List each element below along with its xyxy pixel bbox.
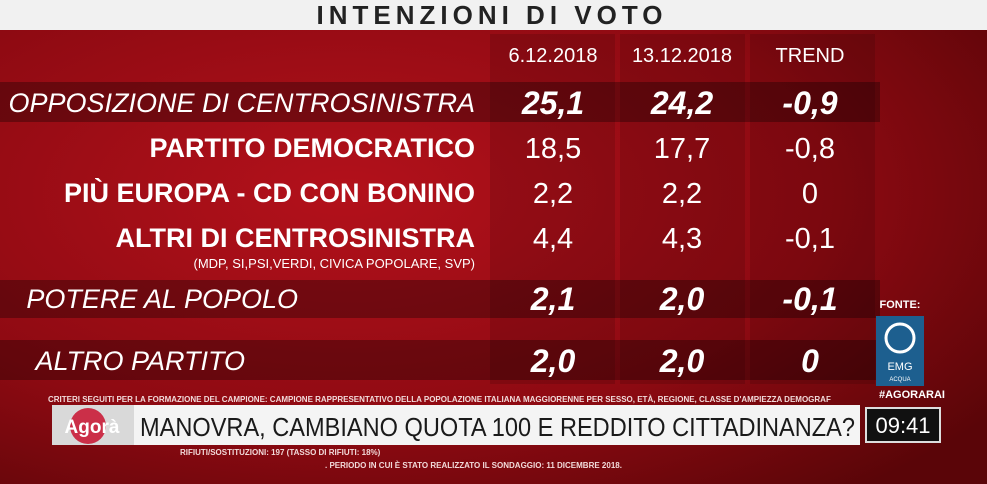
- logo-subtext: ACQUA: [889, 377, 910, 383]
- logo-icon: [884, 322, 916, 354]
- ticker-logo-circle: [70, 408, 106, 444]
- row: OPPOSIZIONE DI CENTROSINISTRA 25,1 24,2 …: [8, 85, 837, 121]
- row: ALTRI DI CENTROSINISTRA (MDP, SI,PSI,VER…: [116, 223, 835, 271]
- cell: 0: [802, 178, 818, 210]
- clock-box: [865, 407, 941, 443]
- column-band: [750, 34, 875, 384]
- cell: 18,5: [525, 133, 581, 165]
- column-header: TREND: [776, 45, 845, 67]
- row-label: ALTRI DI CENTROSINISTRA: [116, 223, 476, 253]
- row-band: [0, 82, 880, 122]
- row-label: ALTRO PARTITO: [33, 346, 245, 376]
- title: INTENZIONI DI VOTO: [317, 0, 668, 30]
- ticker-logo: Agorà: [65, 417, 120, 438]
- cell: 2,0: [659, 281, 705, 317]
- clock: 09:41: [875, 413, 930, 438]
- column-header: 13.12.2018: [632, 45, 732, 67]
- source-label: FONTE:: [880, 299, 921, 311]
- cell: 4,3: [662, 223, 702, 255]
- footnote: RIFIUTI/SOSTITUZIONI: 197 (TASSO DI RIFI…: [180, 448, 381, 457]
- cell: 24,2: [650, 85, 713, 121]
- cell: 0: [801, 343, 819, 379]
- row: PIÙ EUROPA - CD CON BONINO 2,2 2,2 0: [64, 177, 818, 210]
- cell: 2,1: [530, 281, 575, 317]
- title-bar: [0, 0, 987, 30]
- row-label: PARTITO DEMOCRATICO: [150, 133, 476, 163]
- row-sublabel: (MDP, SI,PSI,VERDI, CIVICA POPOLARE, SVP…: [193, 256, 475, 271]
- row: POTERE AL POPOLO 2,1 2,0 -0,1: [26, 281, 837, 317]
- row-label: POTERE AL POPOLO: [26, 284, 298, 314]
- row-band: [0, 340, 880, 380]
- cell: 4,4: [533, 223, 573, 255]
- column-band: [490, 34, 615, 384]
- cell: -0,1: [782, 281, 837, 317]
- cell: 25,1: [521, 85, 584, 121]
- row: PARTITO DEMOCRATICO 18,5 17,7 -0,8: [150, 133, 835, 165]
- row-band: [0, 280, 880, 318]
- cell: -0,8: [785, 133, 835, 165]
- cell: -0,1: [785, 223, 835, 255]
- row-label: PIÙ EUROPA - CD CON BONINO: [64, 177, 475, 208]
- column-header: 6.12.2018: [509, 45, 598, 67]
- cell: 2,2: [533, 178, 573, 210]
- cell: 2,0: [659, 343, 705, 379]
- row: ALTRO PARTITO 2,0 2,0 0: [33, 343, 819, 379]
- logo-text: EMG: [887, 361, 912, 373]
- row-label: OPPOSIZIONE DI CENTROSINISTRA: [8, 88, 475, 118]
- cell: 2,2: [662, 178, 702, 210]
- cell: 2,0: [530, 343, 576, 379]
- ticker-bar: [52, 405, 860, 445]
- ticker-headline: MANOVRA, CAMBIANO QUOTA 100 E REDDITO CI…: [140, 412, 855, 442]
- footnote: . PERIODO IN CUI È STATO REALIZZATO IL S…: [325, 461, 622, 470]
- hashtag: #AGORARAI: [879, 389, 945, 401]
- column-band: [620, 34, 745, 384]
- cell: -0,9: [782, 85, 837, 121]
- cell: 17,7: [654, 133, 710, 165]
- footnote: CRITERI SEGUITI PER LA FORMAZIONE DEL CA…: [48, 395, 831, 404]
